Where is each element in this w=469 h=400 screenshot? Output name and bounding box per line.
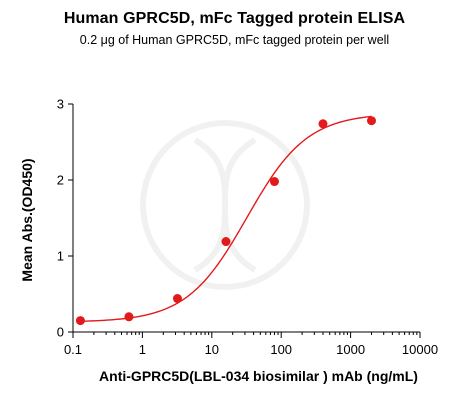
chart-title: Human GPRC5D, mFc Tagged protein ELISA — [63, 10, 406, 27]
x-tick-label: 10 — [205, 342, 219, 357]
x-tick-label: 0.1 — [64, 342, 82, 357]
data-point — [269, 177, 279, 187]
chart-subtitle: 0.2 μg of Human GPRC5D, mFc tagged prote… — [79, 33, 390, 47]
y-tick-label: 1 — [57, 249, 64, 264]
x-tick-label: 10000 — [402, 342, 438, 357]
data-point — [366, 116, 376, 126]
data-point — [172, 294, 182, 304]
data-point — [75, 316, 85, 326]
data-point — [221, 237, 231, 247]
x-axis-title: Anti-GPRC5D(LBL-034 biosimilar ) mAb (ng… — [99, 368, 418, 384]
x-tick-label: 100 — [270, 342, 292, 357]
y-tick-label: 3 — [57, 97, 64, 112]
watermark — [140, 120, 310, 290]
x-tick-label: 1000 — [336, 342, 365, 357]
x-tick-label: 1 — [139, 342, 146, 357]
data-point — [318, 119, 328, 129]
y-axis-title: Mean Abs.(OD450) — [19, 158, 35, 281]
y-tick-label: 2 — [57, 173, 64, 188]
y-tick-label: 0 — [57, 325, 64, 340]
data-point — [124, 312, 134, 322]
